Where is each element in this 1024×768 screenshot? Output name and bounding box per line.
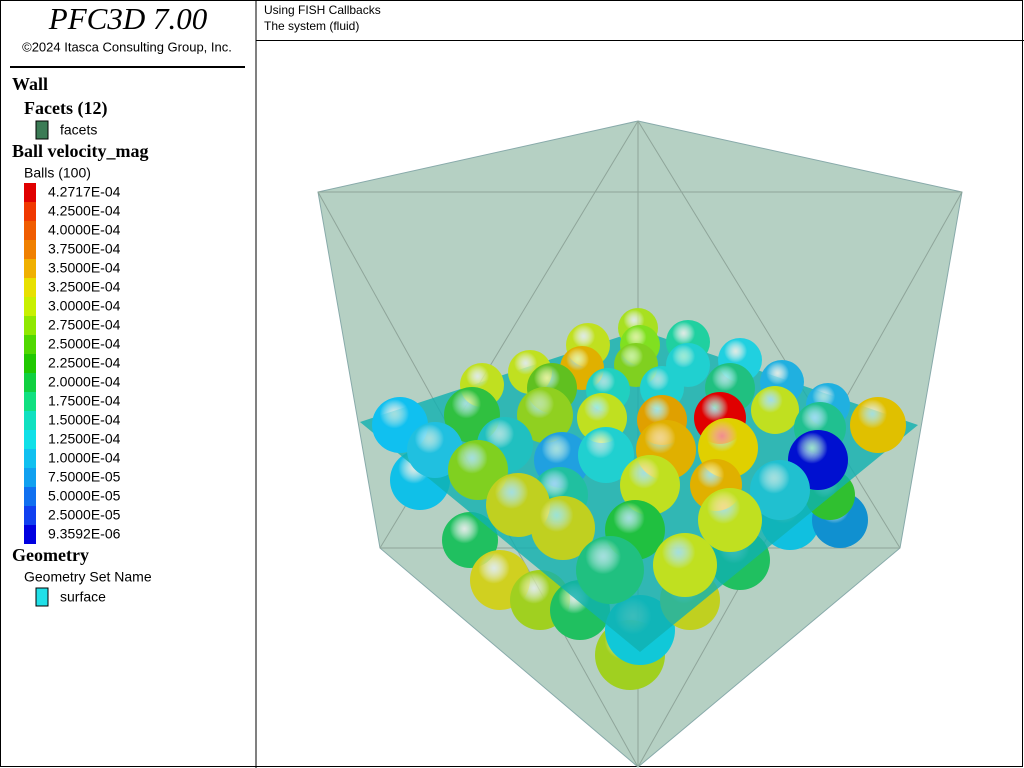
color-swatch <box>24 221 36 240</box>
legend-heading: Wall <box>12 74 48 94</box>
color-swatch <box>24 430 36 449</box>
ball <box>448 440 508 500</box>
scale-label: 3.7500E-04 <box>48 241 121 257</box>
color-swatch <box>24 240 36 259</box>
ball <box>531 496 595 560</box>
color-swatch <box>24 373 36 392</box>
color-swatch <box>24 259 36 278</box>
legend-heading: Facets (12) <box>24 98 107 119</box>
scale-label: 2.0000E-04 <box>48 374 121 390</box>
color-swatch <box>24 354 36 373</box>
swatch <box>35 120 49 140</box>
scale-label: 2.5000E-05 <box>48 507 121 523</box>
model-view <box>317 120 963 768</box>
ball <box>653 533 717 597</box>
legend-subheading: Balls (100) <box>24 165 91 181</box>
scale-label: 2.2500E-04 <box>48 355 121 371</box>
swatch <box>35 587 49 607</box>
color-swatch <box>24 506 36 525</box>
color-swatch <box>24 183 36 202</box>
scale-label: 1.0000E-04 <box>48 450 121 466</box>
scale-label: 4.2717E-04 <box>48 184 121 200</box>
view-line: The system (fluid) <box>264 19 359 33</box>
color-swatch <box>24 487 36 506</box>
scale-label: 7.5000E-05 <box>48 469 121 485</box>
color-swatch <box>24 449 36 468</box>
scale-label: 1.2500E-04 <box>48 431 121 447</box>
color-swatch <box>24 335 36 354</box>
scale-label: 4.0000E-04 <box>48 222 121 238</box>
scale-label: 3.5000E-04 <box>48 260 121 276</box>
ball <box>442 512 498 568</box>
color-swatch <box>24 411 36 430</box>
legend-label: surface <box>60 589 106 605</box>
scale-label: 4.2500E-04 <box>48 203 121 219</box>
scale-label: 2.5000E-04 <box>48 336 121 352</box>
ball <box>576 536 644 604</box>
color-swatch <box>24 297 36 316</box>
ball <box>751 386 799 434</box>
color-swatch <box>24 316 36 335</box>
legend-label: facets <box>60 122 97 138</box>
ball <box>850 397 906 453</box>
ball <box>517 387 573 443</box>
scale-label: 9.3592E-06 <box>48 526 121 542</box>
scale-label: 5.0000E-05 <box>48 488 121 504</box>
legend-heading: Geometry <box>12 545 89 565</box>
color-swatch <box>24 202 36 221</box>
color-swatch <box>24 392 36 411</box>
legend-heading: Ball velocity_mag <box>12 141 148 161</box>
scale-label: 2.7500E-04 <box>48 317 121 333</box>
color-swatch <box>24 468 36 487</box>
scale-label: 3.2500E-04 <box>48 279 121 295</box>
scale-label: 1.5000E-04 <box>48 412 121 428</box>
ball <box>578 427 634 483</box>
copyright: ©2024 Itasca Consulting Group, Inc. <box>22 39 232 54</box>
view-line: Using FISH Callbacks <box>264 3 381 17</box>
color-swatch <box>24 278 36 297</box>
ball <box>698 488 762 552</box>
app-title: PFC3D 7.00 <box>48 1 208 36</box>
scale-label: 3.0000E-04 <box>48 298 121 314</box>
legend-subheading: Geometry Set Name <box>24 569 152 585</box>
scale-label: 1.7500E-04 <box>48 393 121 409</box>
ball <box>750 460 810 520</box>
color-swatch <box>24 525 36 544</box>
